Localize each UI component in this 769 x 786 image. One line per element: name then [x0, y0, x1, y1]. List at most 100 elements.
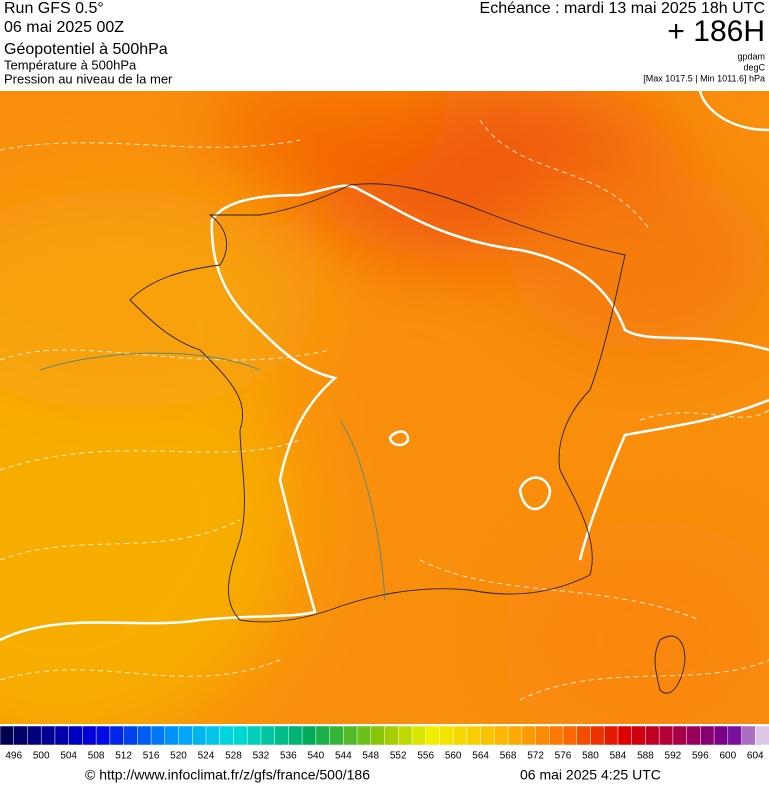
scale-label: 528: [225, 751, 242, 762]
scale-label: 496: [5, 751, 22, 762]
color-swatch: [288, 725, 303, 746]
color-swatch: [466, 725, 482, 746]
color-swatch: [95, 725, 111, 746]
unit: [Max 1017.5 | Min 1011.6] hPa: [643, 73, 765, 83]
color-swatch: [301, 725, 317, 746]
color-swatch: [82, 725, 97, 746]
color-swatch: [27, 725, 42, 746]
color-swatch: [700, 725, 715, 746]
color-swatch: [13, 725, 29, 746]
color-swatch: [507, 725, 523, 746]
scale-label: 600: [719, 751, 736, 762]
run-label: Run GFS 0.5°: [4, 0, 104, 17]
color-swatch: [164, 725, 180, 746]
unit: degC: [743, 62, 765, 72]
scale-label: 544: [335, 751, 352, 762]
color-swatch: [562, 725, 578, 746]
field-label: Géopotentiel à 500hPa: [4, 41, 168, 58]
color-swatch: [329, 725, 345, 746]
color-swatch: [54, 725, 70, 746]
scale-label: 596: [692, 751, 709, 762]
color-swatch: [219, 725, 235, 746]
color-swatch: [343, 725, 358, 746]
scale-label: 552: [390, 751, 407, 762]
color-swatch: [521, 725, 537, 746]
scale-label: 536: [280, 751, 297, 762]
scale-label: 564: [472, 751, 489, 762]
color-swatch: [576, 725, 592, 746]
run-date: 06 mai 2025 00Z: [4, 19, 124, 36]
color-swatch: [233, 725, 248, 746]
scale-label: 588: [637, 751, 654, 762]
color-swatch: [727, 725, 743, 746]
color-swatch: [494, 725, 509, 746]
color-swatch: [439, 725, 454, 746]
color-swatch: [274, 725, 290, 746]
color-swatch: [137, 725, 152, 746]
color-swatch: [755, 725, 769, 746]
color-swatch: [123, 725, 139, 746]
color-swatch: [260, 725, 276, 746]
scale-label: 516: [143, 751, 160, 762]
color-swatch: [590, 725, 605, 746]
scale-label: 580: [582, 751, 599, 762]
color-swatch: [686, 725, 702, 746]
lead-time: + 186H: [667, 15, 765, 48]
scale-label: 532: [253, 751, 270, 762]
color-swatch: [397, 725, 413, 746]
scale-label: 500: [33, 751, 50, 762]
scale-label: 504: [60, 751, 77, 762]
color-swatch: [384, 725, 399, 746]
color-swatch: [535, 725, 551, 746]
scale-label: 576: [555, 751, 572, 762]
field-label: Pression au niveau de la mer: [4, 71, 173, 86]
color-swatch: [0, 725, 15, 746]
color-swatch: [192, 725, 207, 746]
color-swatch: [645, 725, 660, 746]
color-swatch: [315, 725, 331, 746]
color-swatch: [549, 725, 564, 746]
color-swatch: [672, 725, 688, 746]
scale-label: 512: [115, 751, 132, 762]
scale-label: 548: [362, 751, 379, 762]
scale-label: 508: [88, 751, 105, 762]
color-swatch: [246, 725, 262, 746]
color-swatch: [658, 725, 674, 746]
color-swatch: [631, 725, 647, 746]
color-swatch: [452, 725, 468, 746]
color-swatch: [109, 725, 125, 746]
scale-label: 520: [170, 751, 187, 762]
color-swatch: [178, 725, 193, 746]
field-label: Température à 500hPa: [4, 57, 137, 72]
scale-label: 592: [665, 751, 682, 762]
scale-label: 604: [747, 751, 764, 762]
color-scale: 496 500 504 508 512 516 520 524 528 532 536 540 544 5…: [0, 725, 769, 762]
color-swatch: [480, 725, 496, 746]
color-swatch: [411, 725, 427, 746]
color-swatch: [741, 725, 757, 746]
unit: gpdam: [737, 51, 765, 61]
map: [0, 91, 769, 724]
color-swatch: [150, 725, 166, 746]
echeance: Echéance : mardi 13 mai 2025 18h UTC: [480, 0, 765, 17]
color-swatch: [603, 725, 619, 746]
color-swatch: [713, 725, 729, 746]
scale-label: 568: [500, 751, 517, 762]
scale-label: 560: [445, 751, 462, 762]
scale-label: 556: [417, 751, 434, 762]
color-swatch: [68, 725, 84, 746]
scale-label: 572: [527, 751, 544, 762]
scale-label: 584: [610, 751, 627, 762]
color-swatch: [205, 725, 221, 746]
scale-label: 540: [307, 751, 324, 762]
color-swatch: [425, 725, 441, 746]
source-url: © http://www.infoclimat.fr/z/gfs/france/…: [85, 767, 370, 783]
color-swatch: [356, 725, 372, 746]
color-swatch: [370, 725, 386, 746]
color-swatch: [40, 725, 56, 746]
color-swatch: [617, 725, 633, 746]
generated-time: 06 mai 2025 4:25 UTC: [520, 767, 661, 783]
scale-label: 524: [198, 751, 215, 762]
